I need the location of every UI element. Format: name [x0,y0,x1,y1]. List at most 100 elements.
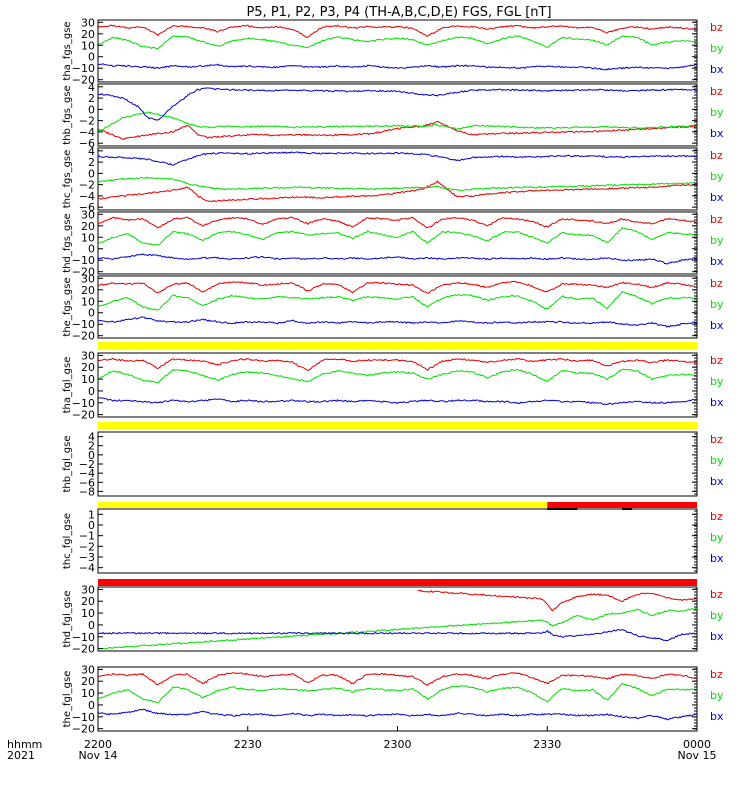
right-minor-ticks-thc_fgl_gse [694,510,697,572]
ytick-label-thc_fgl_gse-5: −4 [79,562,95,575]
panel-frame-thb_fgl_gse [97,431,698,497]
legend-the_fgs_gse: bz by bx [710,277,724,332]
ytick-label-the_fgs_gse-2: 10 [81,295,95,308]
legend-item-thc_fgl_gse-by: by [710,531,724,544]
ytick-label-thd_fgs_gse-4: −10 [72,254,95,267]
right-minor-ticks-the_fgl_gse [694,668,697,730]
panel-frame-thc_fgs_gse [97,147,698,211]
ytick-label-thc_fgl_gse-0: 1 [88,508,95,521]
series-thd_fgl_gse-bz [417,589,697,612]
time-axis-label-year: 2021 [7,749,35,762]
ytick-label-thb_fgl_gse-4: −4 [79,467,95,480]
ytick-label-the_fgs_gse-1: 20 [81,284,95,297]
legend-thb_fgl_gse: bz by bx [710,433,724,488]
ytick-label-thb_fgs_gse-2: 0 [88,103,95,116]
series-the_fgs_gse-by [98,290,697,311]
ytick-label-tha_fgl_gse-0: 30 [81,349,95,362]
xtick-sublabel-0: Nov 14 [79,749,118,762]
panel-frame-tha_fgl_gse [97,352,698,418]
status-bar-tha_fgl_gse [98,342,697,350]
ytick-label-thc_fgs_gse-4: −4 [79,190,95,203]
ytick-label-thd_fgl_gse-1: 20 [81,595,95,608]
ytick-label-tha_fgl_gse-1: 20 [81,361,95,374]
ytick-label-thd_fgs_gse-0: 30 [81,208,95,221]
legend-item-tha_fgs_gse-by: by [710,42,724,55]
ytick-label-thb_fgl_gse-2: 0 [88,449,95,462]
panel-thc_fgs_gse: 420−2−4−6 thc_fgs_gse bz by bx [62,145,724,214]
legend-item-thd_fgs_gse-bx: bx [710,255,724,268]
legend-item-thb_fgs_gse-bx: bx [710,127,724,140]
ylabel-thb_fgl_gse: thb_fgl_gse [62,436,73,493]
panel-thb_fgs_gse: 420−2−4−6 thb_fgs_gse bz by bx [62,81,724,150]
legend-item-thd_fgl_gse-bz: bz [710,588,723,601]
right-minor-ticks-the_fgs_gse [694,277,697,336]
time-axis-label-hhmm: hhmm [7,738,42,751]
ytick-label-thc_fgs_gse-5: −6 [79,201,95,214]
series-thd_fgl_gse-bx [98,628,697,641]
legend-thd_fgl_gse: bz by bx [710,588,724,643]
ytick-label-thc_fgs_gse-3: −2 [79,179,95,192]
panel-frame-thc_fgl_gse [97,508,698,574]
ytick-label-the_fgl_gse-2: 10 [81,687,95,700]
series-group-thc_fgs_gse [98,151,697,203]
status-bar-thd_fgl_gse [98,579,697,586]
legend-the_fgl_gse: bz by bx [710,668,724,723]
ytick-label-thd_fgl_gse-4: −10 [72,631,95,644]
right-minor-ticks-thb_fgl_gse [694,433,697,495]
ytick-label-tha_fgl_gse-4: −10 [72,397,95,410]
legend-item-thb_fgl_gse-bx: bx [710,475,724,488]
legend-item-the_fgl_gse-by: by [710,689,724,702]
legend-item-thd_fgs_gse-bz: bz [710,213,723,226]
series-thd_fgs_gse-bx [98,253,697,265]
ytick-label-tha_fgl_gse-2: 10 [81,373,95,386]
right-minor-ticks-tha_fgl_gse [694,354,697,416]
series-the_fgl_gse-bz [98,672,697,686]
right-minor-ticks-thd_fgl_gse [694,588,697,650]
ytick-label-thc_fgs_gse-0: 4 [88,145,95,158]
ytick-label-the_fgl_gse-4: −10 [72,711,95,724]
ytick-label-thd_fgl_gse-3: 0 [88,619,95,632]
series-tha_fgs_gse-bz [98,24,697,38]
ytick-label-the_fgl_gse-3: 0 [88,699,95,712]
ytick-label-the_fgs_gse-5: −20 [72,330,95,343]
ylabel-the_fgl_gse: the_fgl_gse [62,671,73,728]
panel-frame-thd_fgl_gse [97,586,698,652]
legend-item-thb_fgl_gse-by: by [710,454,724,467]
series-group-the_fgl_gse [98,672,697,721]
series-thd_fgl_gse-by [98,607,697,650]
xtick-label-3: 2330 [533,738,561,751]
ytick-label-thc_fgl_gse-2: −1 [79,530,95,543]
series-group-the_fgs_gse [98,280,697,328]
panel-thc_fgl_gse: 10−1−2−3−4 thc_fgl_gse bz by bx [62,502,724,575]
ytick-label-tha_fgs_gse-1: 20 [81,28,95,41]
legend-item-thb_fgs_gse-bz: bz [710,85,723,98]
legend-thc_fgl_gse: bz by bx [710,510,724,565]
series-the_fgs_gse-bz [98,280,697,294]
xtick-sublabel-4: Nov 15 [678,749,717,762]
ytick-label-tha_fgl_gse-5: −20 [72,409,95,422]
status-bar-secondary-thc_fgl_gse [547,502,697,508]
series-thb_fgs_gse-by [98,111,697,133]
xtick-label-0: 2200 [84,738,112,751]
series-the_fgl_gse-bx [98,708,697,721]
ylabel-thd_fgs_gse: thd_fgs_gse [62,213,73,272]
ytick-label-thb_fgl_gse-3: −2 [79,458,95,471]
series-thb_fgs_gse-bz [98,120,697,140]
ytick-label-the_fgl_gse-5: −20 [72,723,95,736]
ytick-label-thd_fgs_gse-5: −20 [72,266,95,279]
ytick-label-thb_fgs_gse-5: −6 [79,137,95,150]
legend-item-thc_fgs_gse-by: by [710,170,724,183]
ytick-label-the_fgl_gse-1: 20 [81,675,95,688]
ylabel-thb_fgs_gse: thb_fgs_gse [62,85,73,144]
xtick-label-2: 2300 [384,738,412,751]
right-minor-ticks-thd_fgs_gse [694,213,697,272]
series-group-thb_fgs_gse [98,87,697,140]
status-bar-thb_fgl_gse [98,422,697,429]
series-thc_fgs_gse-by [98,176,697,192]
legend-item-tha_fgs_gse-bx: bx [710,63,724,76]
